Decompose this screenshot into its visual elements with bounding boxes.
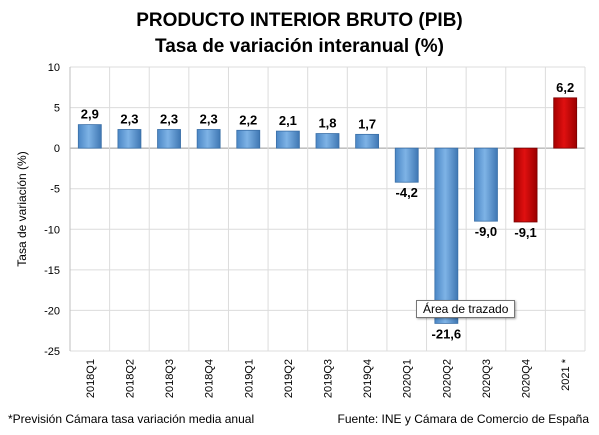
bar — [117, 129, 142, 149]
data-label: 1,7 — [358, 116, 376, 131]
data-label: -21,6 — [432, 326, 462, 341]
x-tick-label: 2020Q4 — [521, 359, 533, 398]
plot-area-tooltip: Área de trazado — [416, 300, 516, 318]
x-tick-label: 2020Q2 — [441, 359, 453, 398]
data-label: -9,1 — [514, 225, 536, 240]
x-tick-label: 2020Q1 — [402, 359, 414, 398]
source-note: Fuente: INE y Cámara de Comercio de Espa… — [337, 412, 589, 426]
y-tick-label: 0 — [54, 143, 60, 155]
x-tick-label: 2020Q3 — [481, 359, 493, 398]
bar — [196, 129, 221, 149]
data-label: 2,2 — [239, 112, 257, 127]
bar — [434, 147, 459, 324]
data-label: -4,2 — [396, 185, 418, 200]
footnote: *Previsión Cámara tasa variación media a… — [8, 412, 255, 426]
bar — [355, 133, 380, 149]
y-tick-label: -20 — [44, 305, 60, 317]
x-tick-label: 2018Q4 — [204, 359, 216, 398]
data-label: 2,1 — [279, 113, 297, 128]
data-label: 2,3 — [160, 111, 178, 126]
data-label: 2,9 — [81, 107, 99, 122]
data-label: 2,3 — [120, 111, 138, 126]
bar — [513, 147, 538, 223]
bar — [157, 129, 181, 149]
x-tick-label: 2019Q4 — [362, 359, 374, 398]
data-label: -9,0 — [475, 224, 497, 239]
x-tick-label: 2018Q2 — [124, 359, 136, 398]
x-tick-label: 2019Q2 — [283, 359, 295, 398]
bar — [236, 129, 261, 149]
bar — [275, 130, 300, 149]
x-tick-label: 2019Q3 — [323, 359, 335, 398]
y-axis-title: Tasa de variación (%) — [15, 151, 29, 266]
data-label: 1,8 — [318, 116, 336, 131]
y-tick-label: -5 — [50, 184, 60, 196]
x-tick-label: 2021 * — [560, 358, 572, 391]
y-tick-label: -25 — [44, 346, 60, 358]
x-tick-label: 2018Q3 — [164, 359, 176, 398]
bar — [77, 124, 102, 149]
bar — [474, 147, 498, 222]
chart-subtitle: Tasa de variación interanual (%) — [155, 36, 444, 57]
x-tick-label: 2019Q1 — [243, 359, 255, 398]
data-label: 2,3 — [200, 111, 218, 126]
bar — [315, 133, 340, 149]
y-tick-label: 10 — [48, 62, 60, 74]
x-tick-label: 2018Q1 — [85, 359, 97, 398]
y-tick-label: -15 — [44, 265, 60, 277]
bar — [553, 97, 578, 149]
y-tick-label: 5 — [54, 103, 60, 115]
y-tick-label: -10 — [44, 224, 60, 236]
bar — [394, 147, 419, 183]
chart-title: PRODUCTO INTERIOR BRUTO (PIB) — [136, 10, 463, 31]
data-label: 6,2 — [556, 80, 574, 95]
